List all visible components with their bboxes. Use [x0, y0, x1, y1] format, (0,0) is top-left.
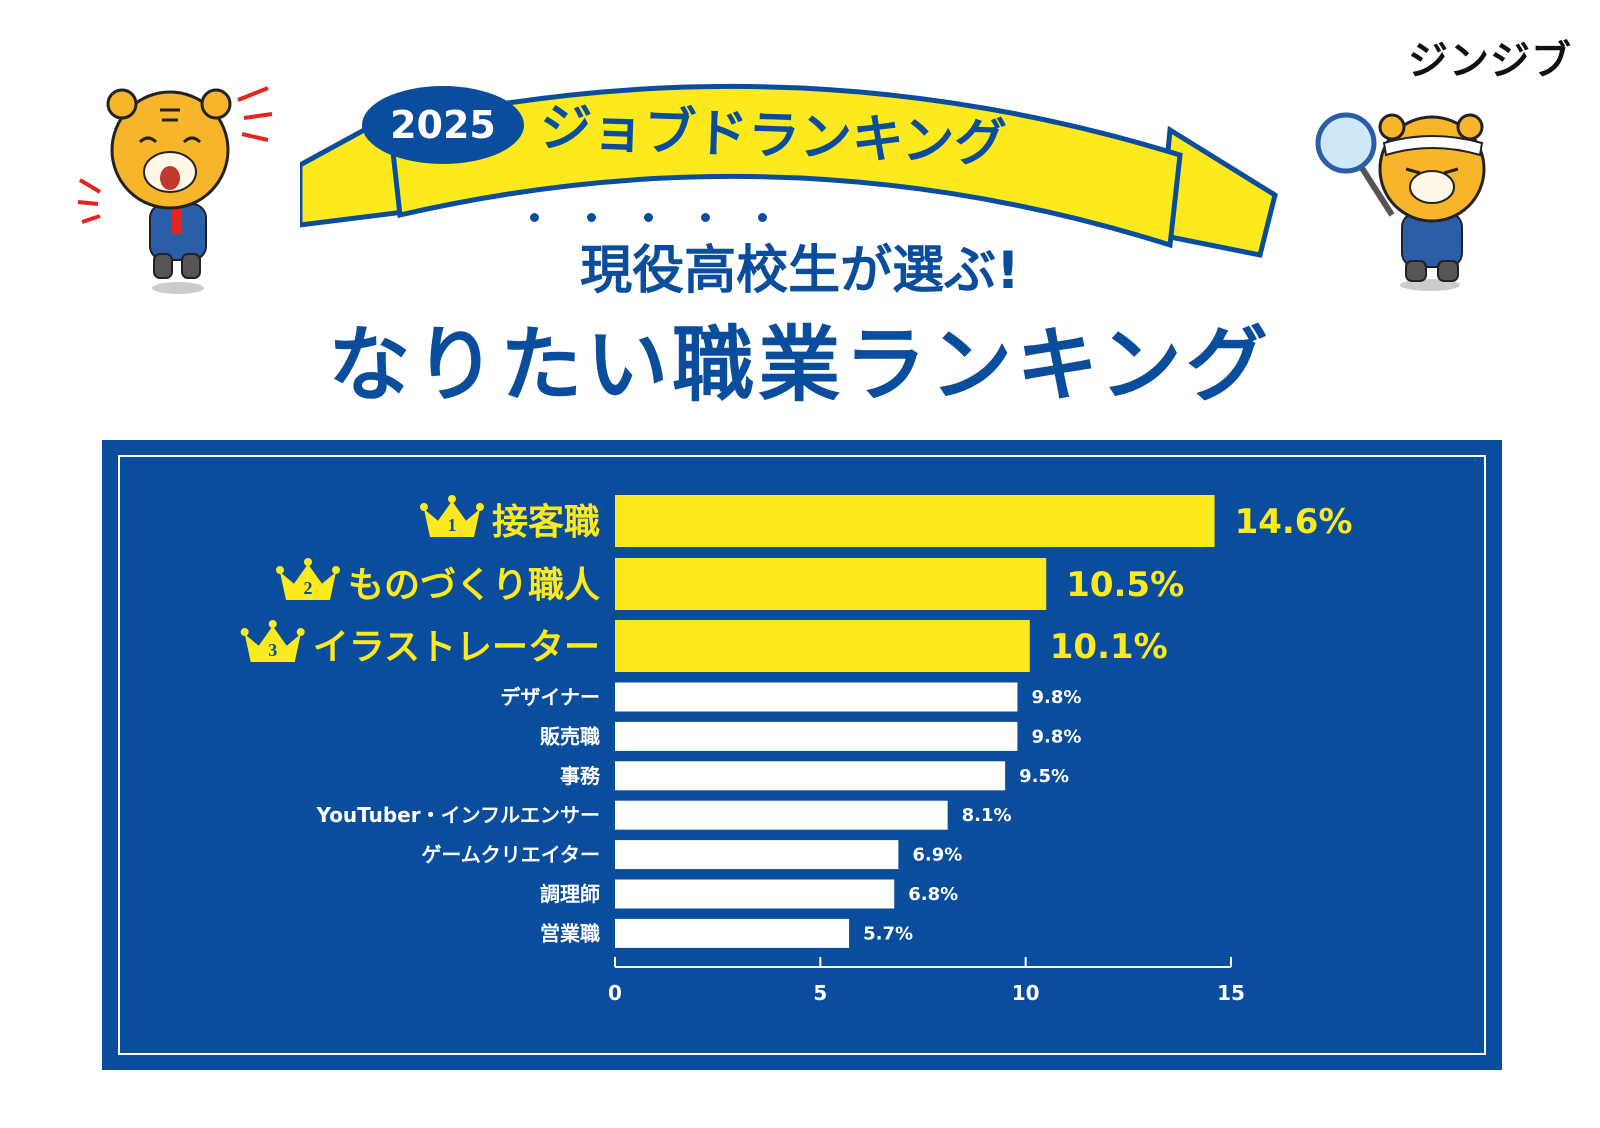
value-label: 9.5% — [1019, 766, 1069, 787]
tiger-mascot-right — [1315, 112, 1486, 291]
brand-logo: ジンジブ — [1408, 38, 1572, 84]
rank-number: 2 — [303, 578, 312, 598]
x-tick-label: 0 — [608, 981, 622, 1005]
category-label: デザイナー — [500, 685, 600, 709]
category-label: 事務 — [560, 764, 601, 788]
category-label: ものづくり職人 — [348, 565, 600, 606]
value-label: 8.1% — [962, 805, 1012, 826]
category-label: ゲームクリエイター — [421, 843, 600, 867]
bar — [615, 879, 895, 909]
rank-number: 1 — [447, 515, 456, 535]
emphasis-dots — [530, 213, 767, 222]
value-label: 14.6% — [1235, 502, 1353, 542]
category-label: イラストレーター — [313, 627, 600, 668]
crown-icon — [419, 495, 484, 537]
category-label: 販売職 — [540, 724, 600, 748]
category-label: 調理師 — [540, 882, 600, 906]
category-label: YouTuber・インフルエンサー — [316, 803, 600, 827]
bar — [615, 682, 1018, 712]
x-tick-label: 5 — [813, 981, 827, 1005]
value-label: 9.8% — [1031, 726, 1081, 747]
value-label: 10.5% — [1066, 565, 1184, 605]
ribbon-banner — [300, 83, 1278, 258]
bar — [615, 558, 1047, 610]
value-label: 6.8% — [908, 884, 958, 905]
x-tick-label: 10 — [1012, 981, 1040, 1005]
value-label: 5.7% — [863, 923, 913, 944]
category-label: 営業職 — [540, 921, 600, 945]
value-label: 6.9% — [912, 845, 962, 866]
page-title: なりたい職業ランキング — [328, 318, 1272, 413]
chart-panel-border — [118, 455, 1486, 1055]
bar — [615, 761, 1006, 791]
category-label: 接客職 — [492, 502, 600, 543]
tiger-mascot-left — [77, 86, 273, 294]
bar-chart: 14.6% 接客職 1 10.5% ものづくり職人 2 10.1% イラストレーター 3 9.8%… — [240, 495, 1353, 1005]
bar — [615, 800, 948, 830]
crown-icon — [275, 558, 340, 600]
crown-icon — [240, 620, 305, 662]
chart-panel: 14.6% 接客職 1 10.5% ものづくり職人 2 10.1% イラストレーター 3 9.8%… — [102, 440, 1502, 1070]
bar — [615, 495, 1215, 547]
x-tick-label: 15 — [1217, 981, 1245, 1005]
page-subtitle: 現役高校生が選ぶ! — [580, 241, 1020, 301]
bar — [615, 721, 1018, 751]
bar — [615, 620, 1030, 672]
bar — [615, 918, 850, 948]
year-badge: 2025 — [362, 86, 524, 164]
value-label: 10.1% — [1050, 627, 1168, 667]
rank-number: 3 — [268, 640, 277, 660]
bar — [615, 840, 899, 870]
value-label: 9.8% — [1031, 687, 1081, 708]
